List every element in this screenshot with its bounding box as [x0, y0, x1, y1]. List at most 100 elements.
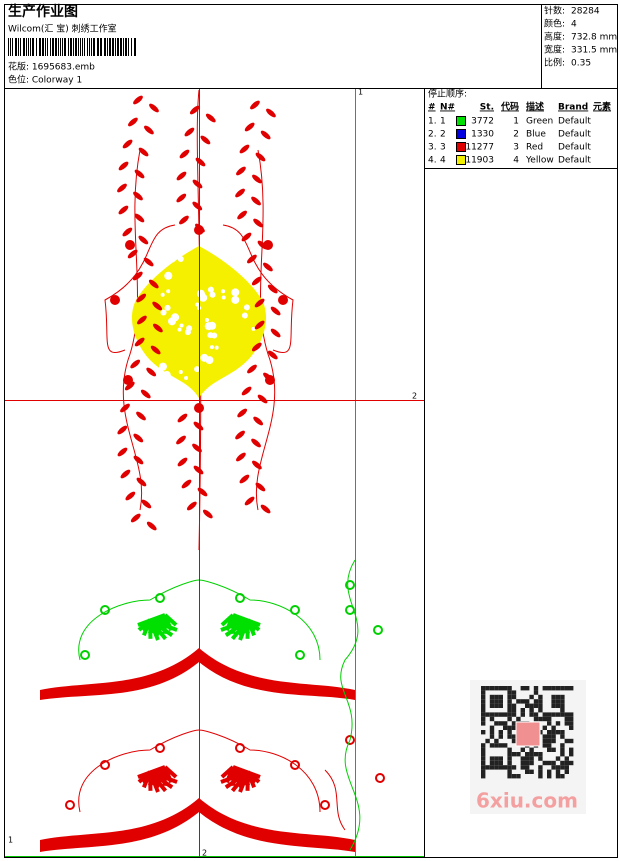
leaf: [127, 249, 138, 259]
qr-module: [511, 774, 517, 779]
qr-module: [511, 734, 517, 739]
bar: [36, 38, 37, 56]
lace-hole: [164, 271, 173, 280]
leaf: [189, 105, 200, 115]
leaf: [141, 499, 152, 509]
qr-module: [569, 747, 574, 752]
bud: [375, 773, 385, 783]
qr-module: [529, 712, 534, 717]
bar: [68, 38, 69, 56]
qr-module: [485, 686, 490, 691]
qr-module: [489, 725, 495, 730]
bar: [52, 38, 54, 56]
qr-module: [555, 712, 561, 717]
leaf: [251, 276, 262, 286]
qr-module: [511, 725, 517, 730]
leaf: [252, 174, 262, 184]
qr-module: [538, 765, 543, 770]
qr-module: [481, 708, 486, 713]
qr-module: [547, 716, 552, 722]
bud: [263, 240, 273, 250]
bar: [39, 38, 41, 56]
leaf: [132, 271, 143, 281]
leaf: [134, 169, 145, 179]
qr-module: [481, 743, 486, 748]
bar: [107, 38, 108, 56]
qr-module: [520, 760, 525, 766]
row-description: Blue: [526, 130, 546, 140]
lace-hole: [178, 370, 183, 375]
stop-sequence: 停止顺序:# N# St. 代码 描述 Brand 元素1. 1 3772 1 Green Defau…: [428, 88, 611, 166]
qr-module: [542, 760, 547, 766]
lace-hole: [221, 289, 226, 294]
qr-module: [520, 686, 525, 691]
leaf: [270, 328, 281, 338]
leaf: [247, 254, 257, 264]
leaf: [255, 482, 266, 492]
company: Wilcom(汇 宝) 刺绣工作室: [8, 23, 117, 35]
qr-module: [507, 756, 512, 761]
qr-module: [542, 738, 547, 744]
qr-module: [525, 760, 530, 766]
bud: [278, 295, 288, 305]
leaf: [260, 504, 271, 514]
qr-module: [489, 760, 495, 766]
bar: [30, 38, 31, 56]
color-swatch: [456, 155, 466, 165]
bar: [60, 38, 61, 56]
qr-module: [498, 743, 503, 748]
row-brand: Default: [558, 117, 591, 127]
qr-module: [494, 694, 499, 700]
row-code: 1: [513, 117, 519, 127]
bud: [65, 800, 75, 810]
qr-module: [538, 756, 543, 761]
qr-module: [511, 712, 517, 717]
vine: [255, 149, 276, 511]
leaf: [133, 191, 143, 201]
qr-module: [555, 765, 561, 770]
qr-module: [538, 703, 543, 708]
qr-module: [538, 716, 543, 722]
qr-module: [525, 769, 530, 774]
qr-module: [569, 738, 574, 744]
qr-module: [547, 774, 552, 779]
fan-stroke: [137, 765, 166, 779]
qr-module: [485, 712, 490, 717]
row-index: 3.: [428, 143, 437, 153]
qr-module: [551, 725, 556, 730]
qr-module: [503, 765, 508, 770]
lace-hole: [200, 353, 209, 362]
qr-module: [489, 756, 495, 761]
qr-module: [564, 756, 569, 761]
bar: [123, 38, 124, 56]
qr-module: [564, 738, 569, 744]
guide-label: 2: [412, 392, 417, 401]
qr-module: [494, 743, 499, 748]
qr-module: [533, 712, 539, 717]
bar: [26, 38, 27, 56]
qr-module: [564, 769, 569, 774]
leaf: [181, 479, 192, 489]
fan-stroke: [220, 618, 249, 632]
qr-module: [551, 734, 556, 739]
qr-module: [555, 774, 561, 779]
qr-module: [547, 721, 552, 726]
qr-module: [511, 708, 517, 713]
color-swatch: [456, 116, 466, 126]
leaf: [235, 188, 245, 198]
column-header: 元素: [593, 101, 611, 113]
bar: [70, 38, 72, 56]
bud: [373, 625, 383, 635]
qr-module: [516, 716, 521, 722]
info-value: 4: [571, 20, 577, 30]
qr-module: [494, 765, 499, 770]
bud: [125, 240, 135, 250]
vine: [122, 149, 143, 511]
leaf: [134, 337, 145, 347]
qr-module: [507, 760, 512, 766]
qr-module: [481, 690, 486, 695]
bar: [89, 38, 90, 56]
lace-hole: [209, 345, 214, 350]
qr-module: [569, 725, 574, 730]
row-index: 1.: [428, 117, 437, 127]
